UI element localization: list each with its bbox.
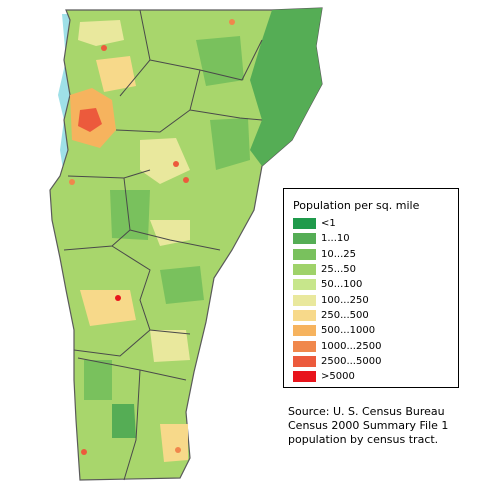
green-patch-2 <box>210 118 250 170</box>
legend-item: 25...50 <box>293 262 450 277</box>
source-line-2: Census 2000 Summary File 1 <box>288 419 449 432</box>
yellow-patch-3 <box>140 138 190 184</box>
legend-item: 1...10 <box>293 231 450 246</box>
legend-item: >5000 <box>293 369 450 384</box>
town-dot <box>81 449 87 455</box>
legend-label: 50...100 <box>321 279 363 291</box>
yellow-patch-6 <box>150 330 190 362</box>
source-note: Source: U. S. Census Bureau Census 2000 … <box>288 405 488 447</box>
green-patch-5 <box>112 404 136 438</box>
source-line-3: population by census tract. <box>288 433 439 446</box>
legend-label: 1000...2500 <box>321 340 382 352</box>
source-line-1: Source: U. S. Census Bureau <box>288 405 445 418</box>
green-patch-4 <box>160 266 204 304</box>
yellow-patch-7 <box>160 424 188 462</box>
town-dot <box>229 19 235 25</box>
legend-swatch <box>293 371 316 383</box>
green-patch-3 <box>110 190 150 240</box>
legend-label: 10...25 <box>321 248 356 260</box>
legend-swatch <box>293 264 316 276</box>
legend-swatch <box>293 279 316 291</box>
town-dot <box>183 177 189 183</box>
town-dot <box>115 295 121 301</box>
legend-label: >5000 <box>321 371 355 383</box>
yellow-patch-2 <box>96 56 136 92</box>
legend-swatch <box>293 248 316 260</box>
legend-swatch <box>293 340 316 352</box>
legend-swatch <box>293 218 316 230</box>
legend-swatch <box>293 309 316 321</box>
essex-region <box>250 8 322 166</box>
legend-item: 250...500 <box>293 308 450 323</box>
legend-item: 1000...2500 <box>293 338 450 353</box>
legend-item: 100...250 <box>293 292 450 307</box>
legend-item: 500...1000 <box>293 323 450 338</box>
town-dot <box>175 447 181 453</box>
county-borders <box>63 9 263 481</box>
legend-item: <1 <box>293 216 450 231</box>
map-legend: Population per sq. mile <1 1...10 10...25 2… <box>283 188 459 388</box>
legend-label: 500...1000 <box>321 325 376 337</box>
green-patch-1 <box>196 36 244 86</box>
town-dot <box>173 161 179 167</box>
legend-item: 50...100 <box>293 277 450 292</box>
legend-label: 250...500 <box>321 309 369 321</box>
legend-title: Population per sq. mile <box>293 199 420 212</box>
legend-label: 100...250 <box>321 294 369 306</box>
legend-swatch <box>293 325 316 337</box>
town-dot <box>101 45 107 51</box>
yellow-patch-4 <box>150 220 190 246</box>
legend-swatch <box>293 355 316 367</box>
legend-item: 10...25 <box>293 247 450 262</box>
legend-label: <1 <box>321 218 336 230</box>
legend-item: 2500...5000 <box>293 354 450 369</box>
legend-swatch <box>293 294 316 306</box>
green-patch-6 <box>84 360 112 400</box>
legend-rows: <1 1...10 10...25 25...50 50...100 100...250 2… <box>293 216 450 384</box>
yellow-patch-5 <box>80 290 136 326</box>
yellow-patch-1 <box>78 20 124 46</box>
legend-label: 25...50 <box>321 264 356 276</box>
legend-swatch <box>293 233 316 245</box>
town-dot <box>69 179 75 185</box>
legend-label: 1...10 <box>321 233 350 245</box>
legend-label: 2500...5000 <box>321 355 382 367</box>
burlington-core <box>78 108 102 132</box>
